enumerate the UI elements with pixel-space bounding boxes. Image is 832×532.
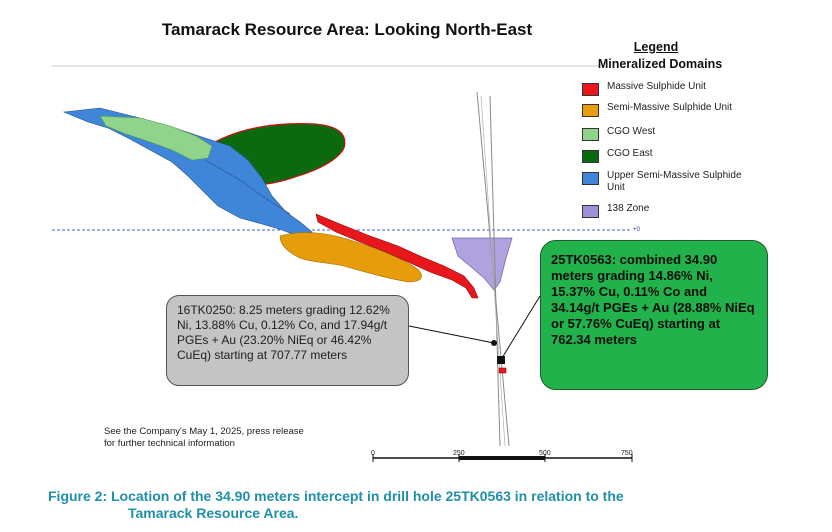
legend-item-label: Massive Sulphide Unit <box>607 81 706 92</box>
scale-label: 500 <box>539 450 551 457</box>
legend-item-label: 138 Zone <box>607 203 650 214</box>
intercept-marker <box>498 367 507 374</box>
legend-subheading: Mineralized Domains <box>597 57 723 71</box>
intercept-marker <box>497 356 505 364</box>
leader-line-25tk0563 <box>501 295 541 359</box>
legend-item-cgo-east: CGO East <box>582 148 772 163</box>
legend-heading: Legend <box>633 40 679 54</box>
legend-swatch <box>582 83 599 96</box>
legend-item-label: CGO East <box>607 148 653 159</box>
legend-swatch <box>582 104 599 117</box>
figure-title: Tamarack Resource Area: Looking North-Ea… <box>161 20 533 39</box>
cgo-west-body <box>99 115 213 161</box>
caption-line: Tamarack Resource Area. <box>128 505 299 521</box>
legend-item-label: Semi-Massive Sulphide Unit <box>607 102 733 113</box>
legend-item-label: Upper Semi-Massive Sulphide Unit <box>607 170 742 193</box>
leader-line-16tk0250 <box>408 325 495 344</box>
legend-swatch <box>582 150 599 163</box>
legend-item-cgo-west: CGO West <box>582 126 772 141</box>
press-release-note: See the Company's May 1, 2025, press rel… <box>104 426 304 450</box>
drill-hole-trace <box>489 95 501 447</box>
semi-massive-body <box>279 232 422 283</box>
legend-item-massive-sulphide: Massive Sulphide Unit <box>582 81 772 96</box>
callout-16tk0250: 16TK0250: 8.25 meters grading 12.62% Ni,… <box>166 295 409 386</box>
scale-label: 0 <box>371 450 375 457</box>
legend-swatch <box>582 205 599 218</box>
note-line: See the Company's May 1, 2025, press rel… <box>104 426 304 437</box>
drill-hole-trace <box>480 95 506 447</box>
scale-label: 250 <box>453 450 465 457</box>
legend-swatch <box>582 172 599 185</box>
scale-bar-segment <box>459 456 545 460</box>
note-line: for further technical information <box>104 438 235 449</box>
upper-semi-massive-texture <box>204 159 291 215</box>
legend-item-138-zone: 138 Zone <box>582 203 772 218</box>
massive-sulphide-body <box>315 213 479 299</box>
reference-level-label: +0 <box>633 227 640 233</box>
legend-item-label: CGO West <box>607 126 656 137</box>
legend-item-upper-semi-massive: Upper Semi-Massive Sulphide Unit <box>582 170 760 194</box>
caption-line: Figure 2: Location of the 34.90 meters i… <box>48 488 624 504</box>
callout-25tk0563: 25TK0563: combined 34.90 meters grading … <box>540 240 768 390</box>
figure-caption: Figure 2: Location of the 34.90 meters i… <box>48 488 808 522</box>
scale-label: 750 <box>621 450 633 457</box>
legend-swatch <box>582 128 599 141</box>
legend-item-semi-massive: Semi-Massive Sulphide Unit <box>582 102 772 117</box>
